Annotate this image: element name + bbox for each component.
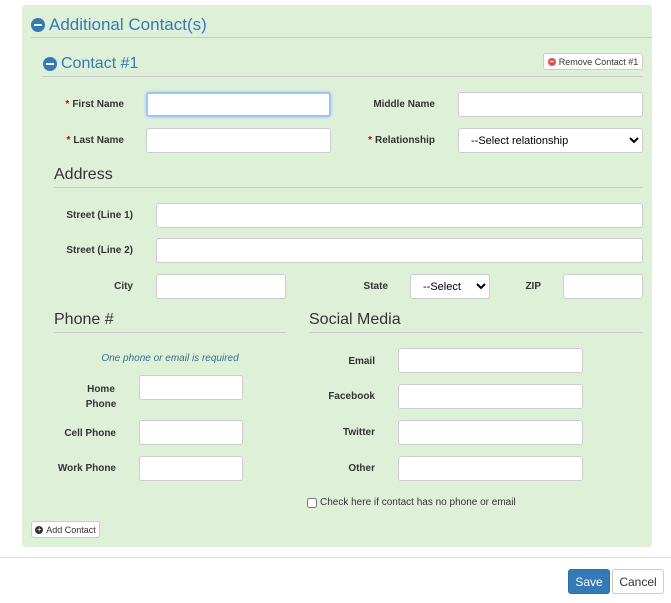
remove-label: Remove Contact #1	[558, 56, 639, 67]
minus-circle-icon[interactable]	[31, 18, 45, 32]
work-phone-input[interactable]	[139, 456, 243, 481]
cancel-button[interactable]: Cancel	[612, 569, 664, 594]
middle-name-input[interactable]	[458, 92, 643, 117]
no-contact-label: Check here if contact has no phone or em…	[320, 497, 516, 508]
no-contact-checkbox-row[interactable]: Check here if contact has no phone or em…	[307, 497, 516, 508]
remove-icon	[547, 57, 556, 66]
work-phone-label: Work Phone	[57, 463, 116, 474]
city-label: City	[114, 281, 133, 292]
street1-label: Street (Line 1)	[66, 210, 133, 221]
facebook-label: Facebook	[328, 391, 375, 402]
phone-required-note: One phone or email is required	[101, 353, 239, 364]
twitter-label: Twitter	[342, 427, 375, 438]
phone-heading: Phone #	[54, 311, 114, 328]
no-contact-checkbox[interactable]	[307, 497, 317, 508]
last-name-label: * Last Name	[66, 135, 124, 146]
relationship-select[interactable]: --Select relationship	[458, 128, 643, 153]
relationship-label: * Relationship	[368, 135, 435, 146]
cell-phone-label: Cell Phone	[64, 428, 116, 439]
divider	[54, 187, 643, 188]
other-label: Other	[348, 463, 375, 474]
street1-input[interactable]	[156, 203, 643, 228]
plus-circle-icon: +	[35, 524, 44, 534]
divider	[42, 76, 643, 77]
twitter-input[interactable]	[398, 420, 583, 445]
section-title: Additional Contact(s)	[49, 15, 207, 34]
additional-contacts-header[interactable]: Additional Contact(s)	[31, 15, 207, 35]
street2-label: Street (Line 2)	[66, 245, 133, 256]
remove-contact-button[interactable]: Remove Contact #1	[543, 53, 643, 70]
social-heading: Social Media	[309, 311, 401, 328]
add-contact-button[interactable]: + Add Contact	[31, 521, 100, 538]
state-label: State	[363, 281, 388, 292]
first-name-label: * First Name	[65, 99, 124, 110]
first-name-input[interactable]	[146, 92, 331, 117]
divider	[54, 332, 286, 333]
last-name-input[interactable]	[146, 128, 331, 153]
home-phone-input[interactable]	[139, 375, 243, 400]
contact-header[interactable]: Contact #1	[43, 55, 138, 73]
divider	[31, 37, 652, 38]
facebook-input[interactable]	[398, 384, 583, 409]
divider	[309, 332, 643, 333]
minus-circle-icon[interactable]	[43, 57, 57, 71]
street2-input[interactable]	[156, 238, 643, 263]
contact-title: Contact #1	[61, 55, 139, 72]
zip-label: ZIP	[525, 281, 541, 292]
save-button[interactable]: Save	[568, 569, 610, 594]
city-input[interactable]	[156, 274, 286, 299]
middle-name-label: Middle Name	[373, 99, 435, 110]
home-phone-label: Home Phone	[85, 384, 117, 410]
zip-input[interactable]	[563, 274, 643, 299]
footer-divider	[0, 557, 671, 558]
email-label: Email	[348, 356, 375, 367]
add-contact-label: Add Contact	[46, 524, 96, 535]
email-input[interactable]	[398, 348, 583, 373]
address-heading: Address	[54, 166, 113, 183]
cell-phone-input[interactable]	[139, 420, 243, 445]
state-select[interactable]: --Select	[410, 274, 490, 299]
other-input[interactable]	[398, 456, 583, 481]
